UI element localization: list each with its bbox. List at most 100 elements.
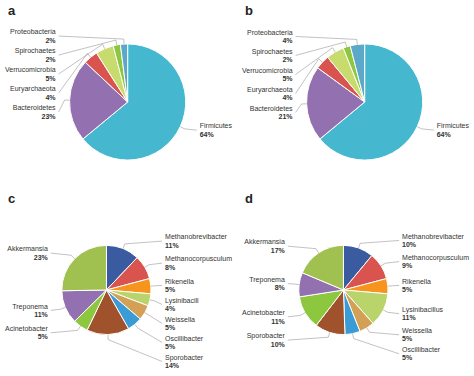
slice-name: Euryarchaeota [247,86,293,94]
pie-slice [302,245,343,290]
wedges [299,245,388,334]
leader-line [51,326,81,333]
slice-name: Acinetobacter [5,325,48,332]
slice-value: 4% [282,37,293,44]
panel-label: c [8,191,15,206]
slice-name: Oscillibacter [165,335,204,342]
leader-line [51,253,75,259]
slice-value: 10% [402,241,417,248]
leader-line [296,59,323,94]
slice-name: Verrucomicrobia [5,66,56,73]
slice-label: Acinetobacter 11% [242,309,286,325]
leader-line [150,300,162,305]
wedges [307,44,423,160]
pie-slice [343,290,360,335]
slice-value: 4% [282,94,293,101]
slice-value: 5% [402,335,413,342]
slice-name: Methanocorpusculum [402,254,469,262]
slice-name: Firmicutes [200,122,233,129]
wedges [62,245,151,334]
leader-line [145,263,162,267]
panel: d Methanobrevibacter10% Methanocorpusculum… [242,191,469,361]
leader-line [59,40,117,55]
slice-value: 5% [402,286,413,293]
slice-value: 5% [402,354,413,361]
slice-value: 11% [165,242,179,249]
slice-value: 2% [282,56,293,63]
slice-value: 23% [42,113,57,120]
leader-line [367,328,399,335]
slice-label: Lysinibacill4% [165,297,199,313]
panel-label: d [245,191,253,206]
leader-line [296,104,307,113]
slice-value: 2% [45,37,56,44]
slice-label: Sporobacter14% [165,354,204,370]
slice-label: Verrucomicrobia5% [5,66,56,82]
leader-line [135,324,162,342]
pie-slice [120,44,127,102]
figure: a Firmicutes 64% Bacteroidetes 23% Euryarchae… [0,0,474,376]
slice-label: Firmicutes 64% [200,122,233,138]
slice-name: Akkermansia [244,238,285,245]
slice-label: Methanobrevibacter10% [402,233,465,249]
slice-name: Methanocorpusculum [165,255,232,263]
leader-line [59,36,124,44]
leader-line [296,48,336,75]
slice-label: Methanocorpusculum9% [402,254,469,270]
slice-label: Spirochaetes2% [15,47,57,63]
slice-name: Verrucomicrobia [242,67,293,74]
leader-line [59,100,70,112]
slice-label: Oscillibacter5% [165,335,204,351]
slice-label: Akkermansia23% [7,245,48,261]
leader-line [108,335,162,362]
slice-value: 21% [279,113,294,120]
panel: cMethanobrevibacter11%Methanocorpusculum… [5,191,232,369]
slice-value: 11% [402,314,416,321]
panel-label: a [8,3,16,18]
leader-lines [51,241,162,361]
slice-value: 4% [165,305,176,312]
pie-slice [62,245,107,290]
slice-name: Bacteroidetes [250,105,293,112]
slice-name: Spirochaetes [15,47,56,55]
leader-line [288,332,330,340]
slice-value: 5% [165,286,176,293]
slice-value: 10% [271,341,286,348]
slice-label: Acinetobacter5% [5,325,49,341]
leader-line [359,240,400,248]
leader-line [296,42,347,55]
leader-line [296,36,358,44]
slice-value: 64% [437,131,452,138]
leader-line [51,307,65,310]
slice-label: Akkermansia17% [244,238,285,254]
slice-value: 14% [165,362,180,369]
panel-label: b [245,3,253,18]
slice-value: 11% [271,318,285,325]
leader-line [288,313,305,317]
slice-value: 5% [282,75,293,82]
slice-value: 23% [34,254,49,261]
pie-slice [350,44,364,102]
leader-line [288,283,299,285]
slice-value: 9% [402,262,413,269]
leader-line [123,241,162,248]
slice-name: Sporobacter [165,354,204,362]
slice-name: Treponema [12,303,48,311]
slice-value: 5% [165,324,176,331]
slice-name: Lysinibacill [165,297,199,305]
slice-value: 64% [200,131,215,138]
slice-value: 11% [34,311,48,318]
slice-name: Acinetobacter [242,309,285,316]
slice-name: Proteobacteria [247,29,293,36]
slice-name: Weissella [402,327,432,334]
wedges [70,44,186,160]
slice-label: Proteobacteria4% [247,29,293,45]
leader-line [151,285,162,287]
panel: aFirmicutes64%Bacteroidetes23%Euryarchae… [5,3,232,160]
slice-name: Rikenella [165,278,194,285]
leader-line [417,127,434,130]
leader-line [59,53,91,93]
slice-label: Euryarchaeota4% [247,86,293,102]
slice-label: Verrucomicrobia5% [242,67,293,83]
pie-slice [113,44,127,102]
